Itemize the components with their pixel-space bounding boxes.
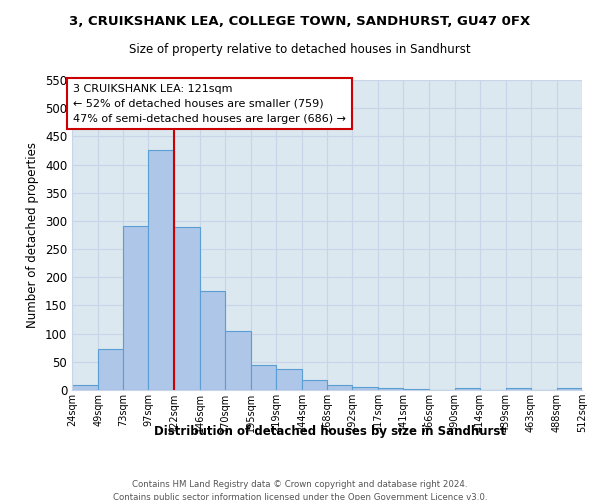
Text: Distribution of detached houses by size in Sandhurst: Distribution of detached houses by size …	[154, 425, 506, 438]
Text: Size of property relative to detached houses in Sandhurst: Size of property relative to detached ho…	[129, 42, 471, 56]
Bar	[148, 150, 175, 390]
Bar	[72, 386, 98, 390]
Bar	[251, 365, 276, 390]
Bar	[98, 350, 123, 390]
Bar	[327, 386, 352, 390]
Bar	[557, 388, 582, 390]
Bar	[302, 380, 327, 390]
Bar	[455, 388, 479, 390]
Bar	[224, 331, 251, 390]
Bar	[200, 292, 224, 390]
Text: Contains HM Land Registry data © Crown copyright and database right 2024.
Contai: Contains HM Land Registry data © Crown c…	[113, 480, 487, 500]
Text: 3, CRUIKSHANK LEA, COLLEGE TOWN, SANDHURST, GU47 0FX: 3, CRUIKSHANK LEA, COLLEGE TOWN, SANDHUR…	[70, 15, 530, 28]
Bar	[506, 388, 531, 390]
Bar	[276, 369, 302, 390]
Y-axis label: Number of detached properties: Number of detached properties	[26, 142, 40, 328]
Bar	[403, 389, 430, 390]
Text: 3 CRUIKSHANK LEA: 121sqm
← 52% of detached houses are smaller (759)
47% of semi-: 3 CRUIKSHANK LEA: 121sqm ← 52% of detach…	[73, 84, 346, 124]
Bar	[175, 226, 199, 390]
Bar	[123, 226, 148, 390]
Bar	[352, 387, 378, 390]
Bar	[378, 388, 403, 390]
